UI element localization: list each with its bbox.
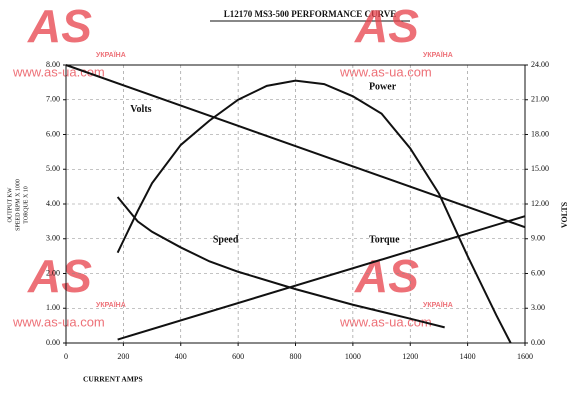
y-axis-label-line: OUTPUT KW bbox=[7, 187, 13, 222]
y-tick-label: 5.00 bbox=[46, 164, 60, 173]
watermark-url: www.as-ua.com bbox=[12, 64, 105, 79]
watermark-country: УКРАЇНА bbox=[96, 51, 126, 59]
y-tick-label: 7.00 bbox=[46, 95, 60, 104]
y-axis-label-line: TORQUE X 10 bbox=[23, 186, 29, 224]
y-tick-label: 1.00 bbox=[46, 303, 60, 312]
watermark-country: УКРАЇНА bbox=[423, 51, 453, 59]
x-tick-label: 0 bbox=[64, 352, 68, 361]
x-tick-label: 1200 bbox=[402, 352, 418, 361]
y-tick-label: 3.00 bbox=[46, 234, 60, 243]
y-tick-label: 8.00 bbox=[46, 60, 60, 69]
series-line bbox=[65, 64, 526, 229]
y-tick-label: 6.00 bbox=[46, 129, 60, 138]
y-axis-label-line: SPEED RPM X 1000 bbox=[15, 179, 21, 231]
watermark-url: www.as-ua.com bbox=[12, 314, 105, 329]
y2-tick-label: 15.00 bbox=[531, 164, 549, 173]
series-line bbox=[116, 79, 512, 344]
watermark-brand: AS bbox=[354, 0, 419, 52]
y2-tick-label: 18.00 bbox=[531, 129, 549, 138]
y2-tick-label: 24.00 bbox=[531, 60, 549, 69]
x-tick-label: 200 bbox=[117, 352, 129, 361]
y2-tick-label: 21.00 bbox=[531, 95, 549, 104]
watermark-url: www.as-ua.com bbox=[339, 64, 432, 79]
x-tick-label: 1400 bbox=[460, 352, 476, 361]
y2-tick-label: 6.00 bbox=[531, 268, 545, 277]
x-tick-label: 800 bbox=[290, 352, 302, 361]
y2-tick-label: 12.00 bbox=[531, 199, 549, 208]
series-label: Torque bbox=[369, 234, 400, 245]
y2-axis-label: VOLTS bbox=[560, 201, 569, 228]
series-line bbox=[116, 196, 445, 329]
x-axis-label: CURRENT AMPS bbox=[83, 375, 143, 384]
y2-tick-label: 0.00 bbox=[531, 338, 545, 347]
y-tick-label: 0.00 bbox=[46, 338, 60, 347]
x-tick-label: 1600 bbox=[517, 352, 533, 361]
y2-tick-label: 9.00 bbox=[531, 234, 545, 243]
y-tick-label: 2.00 bbox=[46, 268, 60, 277]
x-tick-label: 1000 bbox=[345, 352, 361, 361]
plot-frame bbox=[65, 64, 526, 344]
series-label: Volts bbox=[130, 104, 151, 115]
y2-tick-label: 3.00 bbox=[531, 303, 545, 312]
series-label: Power bbox=[369, 82, 397, 93]
x-tick-label: 400 bbox=[175, 352, 187, 361]
x-tick-label: 600 bbox=[232, 352, 244, 361]
chart-title: L12170 MS3-500 PERFORMANCE CURVE bbox=[224, 9, 396, 19]
watermark-url: www.as-ua.com bbox=[339, 314, 432, 329]
watermark-brand: AS bbox=[27, 0, 92, 52]
y-axis-label: OUTPUT KW SPEED RPM X 1000 TORQUE X 10 bbox=[7, 179, 29, 231]
watermark: AS УКРАЇНА www.as-ua.com bbox=[12, 0, 126, 79]
watermark-country: УКРАЇНА bbox=[423, 301, 453, 309]
watermark-brand: AS bbox=[27, 250, 92, 302]
watermark: AS УКРАЇНА www.as-ua.com bbox=[12, 250, 126, 329]
watermark-country: УКРАЇНА bbox=[96, 301, 126, 309]
watermark: AS УКРАЇНА www.as-ua.com bbox=[339, 0, 453, 79]
y-tick-label: 4.00 bbox=[46, 199, 60, 208]
series-label: Speed bbox=[213, 234, 239, 245]
series-line bbox=[117, 215, 526, 341]
